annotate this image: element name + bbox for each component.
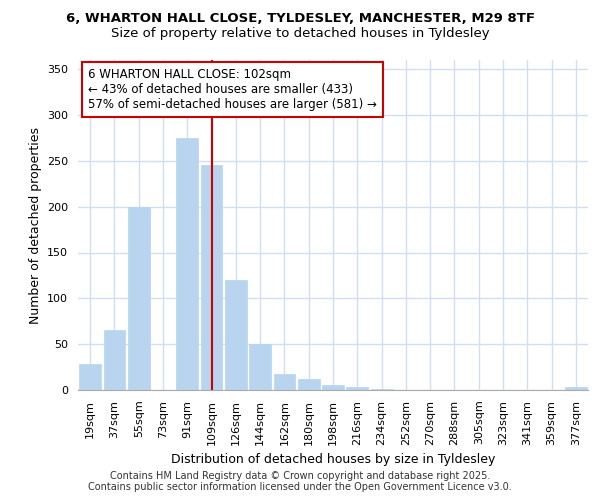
Y-axis label: Number of detached properties: Number of detached properties [29, 126, 41, 324]
Bar [346, 387, 368, 390]
Bar [200, 166, 223, 390]
Bar [225, 280, 247, 390]
Bar [249, 344, 271, 390]
Bar [79, 364, 101, 390]
Bar [176, 138, 198, 390]
Text: 6, WHARTON HALL CLOSE, TYLDESLEY, MANCHESTER, M29 8TF: 6, WHARTON HALL CLOSE, TYLDESLEY, MANCHE… [65, 12, 535, 26]
Bar [128, 206, 149, 390]
X-axis label: Distribution of detached houses by size in Tyldesley: Distribution of detached houses by size … [171, 453, 495, 466]
Bar [371, 389, 392, 390]
Bar [565, 387, 587, 390]
Text: Size of property relative to detached houses in Tyldesley: Size of property relative to detached ho… [110, 28, 490, 40]
Bar [104, 330, 125, 390]
Text: Contains HM Land Registry data © Crown copyright and database right 2025.
Contai: Contains HM Land Registry data © Crown c… [88, 471, 512, 492]
Bar [322, 386, 344, 390]
Bar [298, 379, 320, 390]
Text: 6 WHARTON HALL CLOSE: 102sqm
← 43% of detached houses are smaller (433)
57% of s: 6 WHARTON HALL CLOSE: 102sqm ← 43% of de… [88, 68, 377, 112]
Bar [274, 374, 295, 390]
